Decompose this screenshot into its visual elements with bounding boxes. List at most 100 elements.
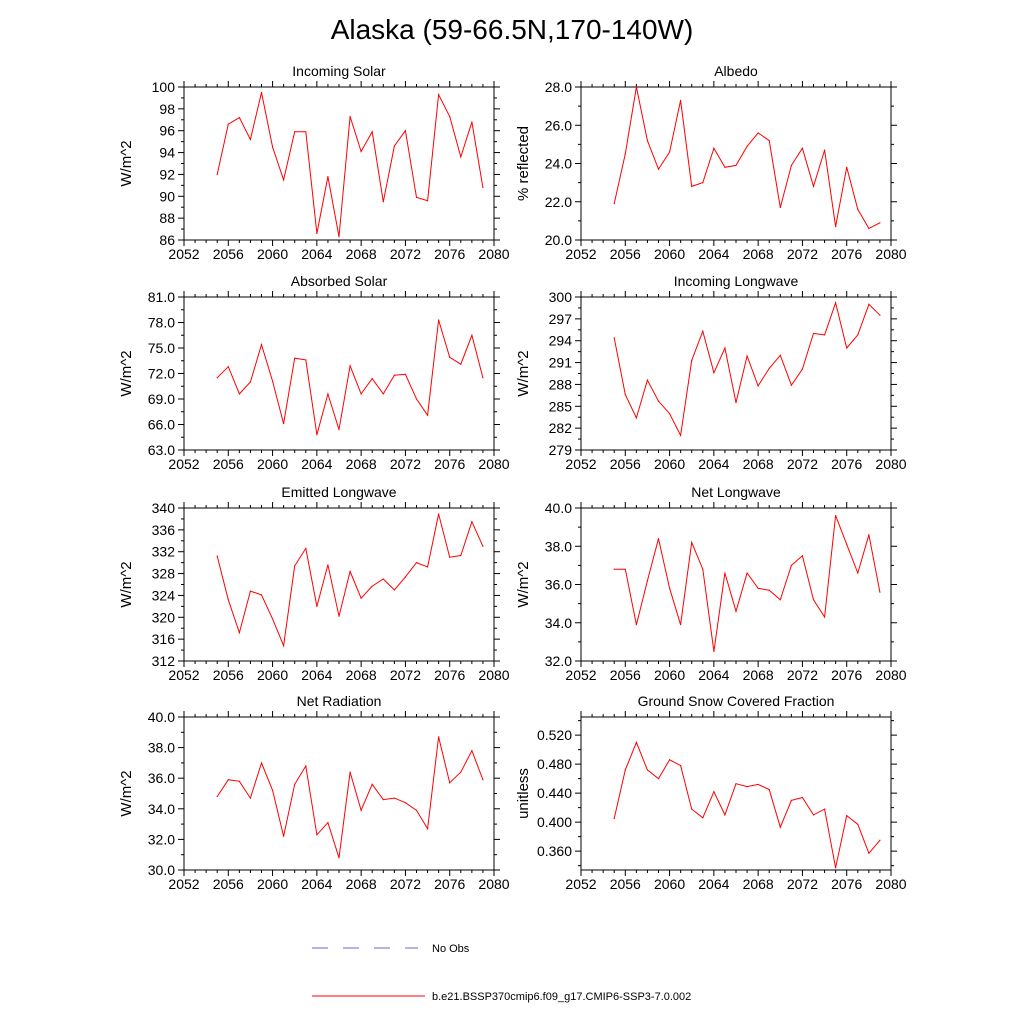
data-point (482, 186, 484, 189)
series-line (216, 92, 484, 237)
x-tick-label: 2060 (257, 667, 288, 683)
data-point (868, 227, 870, 230)
data-point (349, 115, 351, 118)
data-point (823, 616, 826, 618)
data-point (846, 815, 848, 817)
data-point (868, 303, 870, 305)
data-point (316, 605, 318, 607)
data-point (757, 783, 759, 786)
y-tick-label: 20.0 (545, 232, 572, 248)
data-point (668, 759, 671, 761)
y-tick-label: 36.0 (545, 577, 572, 593)
data-point (691, 808, 693, 810)
data-point (294, 783, 296, 785)
x-tick-label: 2052 (565, 246, 596, 262)
data-point (371, 131, 373, 133)
y-tick-label: 38.0 (545, 538, 572, 554)
data-point (746, 786, 748, 788)
x-tick-label: 2072 (787, 876, 818, 892)
data-point (327, 564, 329, 566)
x-tick-label: 2068 (346, 876, 377, 892)
data-point (382, 201, 384, 203)
y-tick-label: 0.360 (537, 843, 572, 859)
y-tick-label: 0.520 (537, 727, 572, 743)
data-point (657, 778, 660, 780)
series-line (613, 741, 881, 868)
x-tick-label: 2080 (875, 456, 906, 472)
data-point (713, 147, 715, 149)
data-point (735, 164, 737, 167)
data-point (327, 821, 329, 824)
y-tick-label: 340 (152, 500, 176, 516)
data-point (216, 173, 218, 176)
x-tick-label: 2076 (434, 876, 465, 892)
x-tick-label: 2060 (654, 876, 685, 892)
y-axis-label: W/m^2 (118, 350, 135, 396)
data-point (238, 117, 240, 119)
y-tick-label: 69.0 (148, 391, 175, 407)
data-point (305, 131, 307, 133)
data-point (724, 347, 726, 349)
series-line (613, 301, 881, 438)
chart-panel-5: Emitted Longwave W/m^2 2052 2056 2060 2064 206… (118, 484, 510, 683)
y-tick-label: 40.0 (148, 709, 175, 725)
data-point (868, 534, 870, 536)
data-point (691, 185, 693, 188)
data-point (349, 570, 351, 572)
data-point (316, 434, 318, 436)
legend: No Obs b.e21.BSSP370cmip6.f09_g17.CMIP6-S… (312, 943, 691, 1003)
data-point (371, 378, 373, 380)
x-tick-label: 2052 (565, 456, 596, 472)
data-point (471, 334, 473, 336)
data-point (338, 236, 340, 238)
data-point (404, 576, 407, 578)
chart-panel-8: Ground Snow Covered Fraction unitless 2052… (515, 693, 907, 892)
data-point (680, 624, 682, 626)
x-tick-label: 2072 (787, 456, 818, 472)
y-axis-label: % reflected (515, 126, 532, 201)
x-tick-label: 2072 (390, 456, 421, 472)
data-point (779, 354, 781, 356)
data-point (857, 823, 859, 825)
data-point (657, 538, 660, 540)
x-tick-label: 2080 (478, 246, 509, 262)
data-point (316, 232, 318, 235)
data-point (393, 589, 395, 591)
data-point (779, 206, 781, 209)
x-tick-label: 2056 (610, 667, 641, 683)
plot-frame (580, 296, 892, 451)
data-point (460, 363, 462, 365)
series-line (614, 515, 881, 652)
data-point (404, 130, 407, 132)
data-point (646, 139, 649, 142)
data-point (438, 513, 440, 515)
data-point (635, 624, 637, 626)
y-tick-label: 36.0 (148, 770, 175, 786)
x-tick-label: 2056 (610, 246, 641, 262)
data-point (835, 867, 837, 869)
x-tick-label: 2072 (390, 246, 421, 262)
y-tick-label: 92 (159, 166, 175, 182)
y-tick-label: 75.0 (148, 340, 175, 356)
y-tick-label: 78.0 (148, 315, 175, 331)
data-point (746, 572, 748, 574)
x-tick-label: 2060 (654, 456, 685, 472)
data-point (360, 809, 362, 811)
data-point (801, 555, 804, 557)
data-point (657, 400, 660, 402)
x-tick-label: 2080 (478, 456, 509, 472)
x-tick-label: 2064 (698, 876, 729, 892)
data-point (471, 121, 473, 123)
data-point (724, 166, 726, 168)
data-point (438, 736, 440, 738)
data-point (371, 585, 373, 587)
plot-frame (580, 507, 892, 662)
data-point (879, 314, 881, 316)
x-tick-label: 2076 (831, 246, 862, 262)
x-tick-label: 2052 (168, 667, 199, 683)
data-point (668, 587, 671, 589)
x-tick-label: 2056 (610, 456, 641, 472)
x-tick-label: 2068 (346, 246, 377, 262)
y-tick-label: 24.0 (545, 156, 572, 172)
y-tick-label: 81.0 (148, 289, 175, 305)
